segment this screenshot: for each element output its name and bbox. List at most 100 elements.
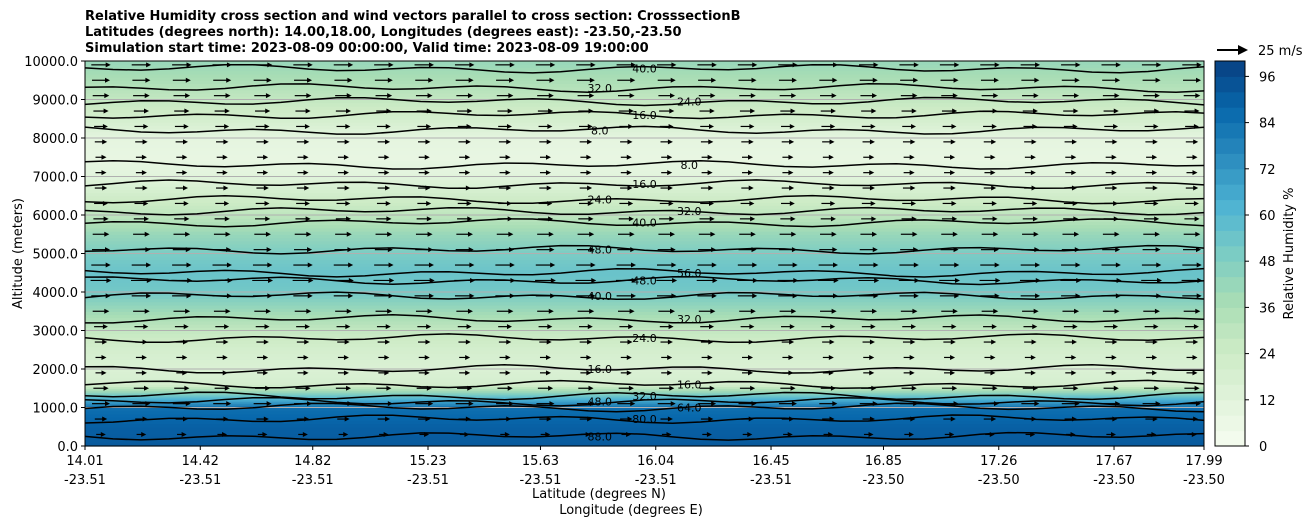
wind-vector-head (1151, 431, 1157, 437)
wind-vector-head (952, 216, 958, 222)
humidity-band (85, 147, 1204, 152)
wind-vector-head (308, 277, 314, 283)
contour-line (84, 206, 1205, 216)
wind-vector-head (1030, 170, 1036, 176)
wind-vector-head (307, 77, 313, 83)
wind-vector-head (1152, 354, 1158, 360)
contour-line (84, 267, 1205, 278)
wind-vector-head (506, 200, 512, 206)
wind-vector-head (829, 139, 835, 145)
colorbar-segment (1215, 215, 1245, 231)
wind-vector-head (989, 431, 995, 437)
wind-vector-head (951, 200, 957, 206)
wind-vector-head (1074, 308, 1080, 314)
humidity-band (85, 77, 1204, 81)
contour-line (84, 63, 1205, 74)
humidity-band (85, 215, 1204, 219)
contour-label: 24.0 (677, 95, 702, 108)
wind-vector-head (105, 262, 111, 268)
colorbar-segment (1215, 184, 1245, 201)
humidity-band (85, 413, 1204, 418)
contour-label: 8.0 (591, 124, 609, 137)
humidity-band (85, 154, 1204, 158)
wind-vector-head (709, 200, 715, 206)
wind-vector-head (910, 139, 916, 145)
wind-vector-head (304, 339, 310, 345)
wind-vector-head (1035, 62, 1041, 68)
contour-label: 48.0 (587, 244, 612, 257)
wind-vector-head (263, 139, 269, 145)
humidity-band (85, 205, 1204, 210)
humidity-band (85, 221, 1204, 226)
wind-vector-head (630, 262, 636, 268)
contour-line (84, 414, 1205, 424)
humidity-band (85, 388, 1204, 391)
wind-vector-head (1032, 108, 1038, 114)
wind-vector-head (1153, 200, 1159, 206)
wind-vector-head (466, 324, 472, 330)
colorbar-segment (1215, 153, 1245, 170)
wind-vector-head (103, 108, 109, 114)
wind-vector-head (264, 123, 270, 129)
humidity-band (85, 269, 1204, 274)
humidity-band (85, 407, 1204, 412)
wind-vector-head (548, 385, 554, 391)
colorbar-ticks: 0 12 24 36 48 60 72 84 96 (1245, 70, 1276, 455)
wind-vector-head (992, 108, 998, 114)
x-tick-label-latitude: 14.82 (294, 454, 331, 469)
wind-vector-head (424, 170, 430, 176)
wind-vector-head (547, 200, 553, 206)
wind-vector-head (182, 354, 188, 360)
y-tick-label: 10000.0 (24, 55, 78, 70)
wind-vector-head (789, 416, 795, 422)
colorbar-segment (1215, 107, 1245, 124)
humidity-band (85, 234, 1204, 239)
wind-vector-head (142, 185, 148, 191)
humidity-band (85, 237, 1204, 242)
wind-vector-head (509, 62, 515, 68)
wind-vector-head (871, 108, 877, 114)
quiver-key: 25 m/s (1217, 44, 1303, 59)
wind-vector-head (789, 200, 795, 206)
wind-vector-head (707, 370, 713, 376)
wind-vector-head (1032, 123, 1038, 129)
wind-vector-head (873, 262, 879, 268)
wind-vector-head (468, 77, 474, 83)
wind-vector-head (828, 154, 834, 160)
wind-vector-head (872, 93, 878, 99)
wind-vector-head (995, 277, 1001, 283)
wind-vector-head (1115, 62, 1121, 68)
wind-vector-head (1197, 277, 1203, 283)
wind-vector-head (344, 185, 350, 191)
wind-vector-head (750, 216, 756, 222)
wind-vector-head (1032, 324, 1038, 330)
wind-vector-head (185, 247, 191, 253)
wind-vector-head (222, 370, 228, 376)
wind-vector-head (833, 277, 839, 283)
wind-vector-head (667, 185, 673, 191)
wind-vector-head (1152, 185, 1158, 191)
wind-vector-head (913, 62, 919, 68)
humidity-band (85, 356, 1204, 360)
wind-vector-head (912, 231, 918, 237)
wind-vector-head (1073, 385, 1079, 391)
wind-vector-head (344, 139, 350, 145)
wind-vector-head (667, 139, 673, 145)
wind-vector-head (626, 370, 632, 376)
wind-vector-head (550, 277, 556, 283)
colorbar-segment (1215, 245, 1245, 262)
wind-vector-head (263, 354, 269, 360)
wind-vector-head (345, 200, 351, 206)
wind-vector-head (386, 385, 392, 391)
wind-vector-head (1156, 293, 1162, 299)
humidity-band (85, 333, 1204, 338)
wind-vector-head (629, 231, 635, 237)
contour-line (84, 431, 1205, 441)
wind-vector-head (465, 339, 471, 345)
contour-label: 32.0 (587, 82, 612, 95)
wind-vector-head (1031, 185, 1037, 191)
humidity-band (85, 247, 1204, 251)
wind-vector-head (343, 154, 349, 160)
wind-vector-head (508, 93, 514, 99)
x-tick-label-longitude: -23.50 (1093, 473, 1135, 488)
